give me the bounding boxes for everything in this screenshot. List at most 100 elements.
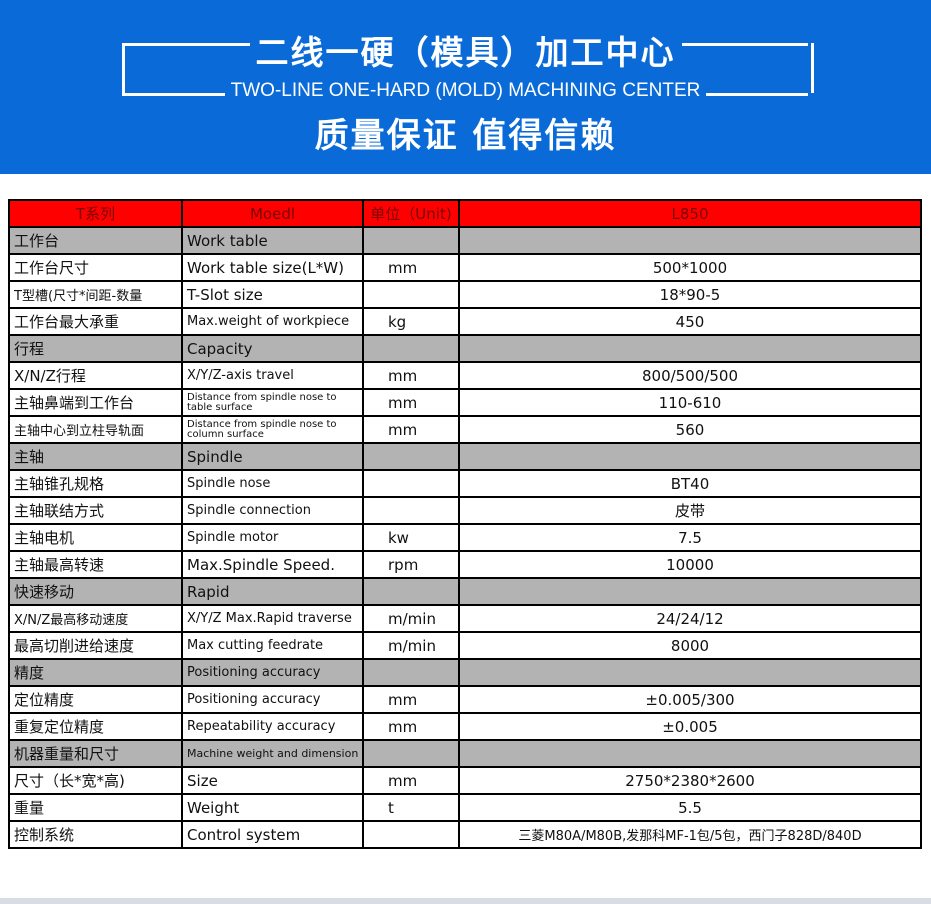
banner-frame [122,43,814,93]
table-row: 定位精度 Positioning accuracy mm ±0.005/300 [8,685,922,714]
row-value: ±0.005/300 [458,685,922,714]
row-label-cn: 尺寸（长*宽*高) [8,766,183,795]
row-label-cn: X/N/Z最高移动速度 [8,604,183,633]
row-unit: mm [362,361,460,390]
row-unit [362,820,460,849]
section-row: 主轴 Spindle [8,442,922,471]
row-label-en: Capacity [181,334,364,363]
table-row: 主轴中心到立柱导轨面 Distance from spindle nose to … [8,415,922,444]
row-unit [362,658,460,687]
row-value: 2750*2380*2600 [458,766,922,795]
row-label-en: X/Y/Z Max.Rapid traverse [181,604,364,633]
row-value: 500*1000 [458,253,922,282]
section-row: 机器重量和尺寸 Machine weight and dimension [8,739,922,768]
table-row: 重复定位精度 Repeatability accuracy mm ±0.005 [8,712,922,741]
row-unit [362,739,460,768]
row-value [458,334,922,363]
row-label-cn: 重复定位精度 [8,712,183,741]
section-row: 行程 Capacity [8,334,922,363]
header-model: Moedl [181,199,364,228]
table-row: T型槽(尺寸*间距-数量 T-Slot size 18*90-5 [8,280,922,309]
row-value: 110-610 [458,388,922,417]
header-banner: 二线一硬（模具）加工中心 TWO-LINE ONE-HARD (MOLD) MA… [0,0,931,174]
spec-table: T系列 Moedl 单位（Unit) L850 工作台 Work table 工作台… [8,199,922,849]
table-header: T系列 Moedl 单位（Unit) L850 [8,199,922,228]
row-label-en: Distance from spindle nose to table surf… [181,388,364,417]
row-label-en: Machine weight and dimension [181,739,364,768]
row-unit: m/min [362,604,460,633]
row-value [458,442,922,471]
row-unit: mm [362,415,460,444]
header-unit: 单位（Unit) [362,199,460,228]
row-label-cn: 主轴联结方式 [8,496,183,525]
row-label-cn: 主轴中心到立柱导轨面 [8,415,183,444]
row-value: 8000 [458,631,922,660]
table-row: 重量 Weight t 5.5 [8,793,922,822]
table-row: 主轴最高转速 Max.Spindle Speed. rpm 10000 [8,550,922,579]
row-label-en: Max.weight of workpiece [181,307,364,336]
row-label-en: Work table [181,226,364,255]
row-unit: mm [362,685,460,714]
table-row: 主轴联结方式 Spindle connection 皮带 [8,496,922,525]
row-unit: mm [362,388,460,417]
row-unit [362,334,460,363]
row-label-en: Work table size(L*W) [181,253,364,282]
bottom-divider [0,898,931,904]
row-value: 800/500/500 [458,361,922,390]
row-value: 24/24/12 [458,604,922,633]
row-label-en: Repeatability accuracy [181,712,364,741]
row-label-en: Max cutting feedrate [181,631,364,660]
row-unit [362,496,460,525]
row-unit: rpm [362,550,460,579]
section-row: 精度 Positioning accuracy [8,658,922,687]
table-row: X/N/Z行程 X/Y/Z-axis travel mm 800/500/500 [8,361,922,390]
row-label-en: Spindle connection [181,496,364,525]
row-unit: t [362,793,460,822]
row-value [458,739,922,768]
row-unit [362,280,460,309]
row-label-cn: 精度 [8,658,183,687]
row-label-en: T-Slot size [181,280,364,309]
row-unit: m/min [362,631,460,660]
banner-slogan: 质量保证 值得信赖 [314,116,617,156]
row-label-en: X/Y/Z-axis travel [181,361,364,390]
table-row: 主轴电机 Spindle motor kw 7.5 [8,523,922,552]
row-label-cn: 工作台尺寸 [8,253,183,282]
row-value: 三菱M80A/M80B,发那科MF-1包/5包，西门子828D/840D [458,820,922,849]
row-label-en: Distance from spindle nose to column sur… [181,415,364,444]
row-value: 5.5 [458,793,922,822]
table-row: 最高切削进给速度 Max cutting feedrate m/min 8000 [8,631,922,660]
row-label-cn: 定位精度 [8,685,183,714]
row-label-cn: 主轴电机 [8,523,183,552]
row-value [458,658,922,687]
table-row: 工作台尺寸 Work table size(L*W) mm 500*1000 [8,253,922,282]
row-label-en: Weight [181,793,364,822]
row-value [458,577,922,606]
header-series: T系列 [8,199,183,228]
row-value: BT40 [458,469,922,498]
row-value: ±0.005 [458,712,922,741]
row-label-cn: 工作台 [8,226,183,255]
row-unit [362,226,460,255]
row-label-en: Positioning accuracy [181,658,364,687]
row-unit: mm [362,712,460,741]
row-unit: kg [362,307,460,336]
row-unit: kw [362,523,460,552]
row-label-cn: T型槽(尺寸*间距-数量 [8,280,183,309]
row-label-cn: 主轴最高转速 [8,550,183,579]
row-unit [362,469,460,498]
row-label-cn: 主轴锥孔规格 [8,469,183,498]
section-row: 工作台 Work table [8,226,922,255]
table-row: 主轴鼻端到工作台 Distance from spindle nose to ta… [8,388,922,417]
table-row: X/N/Z最高移动速度 X/Y/Z Max.Rapid traverse m/min… [8,604,922,633]
row-label-cn: 重量 [8,793,183,822]
row-label-en: Spindle nose [181,469,364,498]
row-value: 皮带 [458,496,922,525]
row-value: 560 [458,415,922,444]
banner-title-cn: 二线一硬（模具）加工中心 [249,33,682,72]
banner-title-en: TWO-LINE ONE-HARD (MOLD) MACHINING CENTE… [224,80,707,101]
row-value [458,226,922,255]
row-label-cn: 控制系统 [8,820,183,849]
table-row: 控制系统 Control system 三菱M80A/M80B,发那科MF-1包/5… [8,820,922,849]
row-unit [362,577,460,606]
